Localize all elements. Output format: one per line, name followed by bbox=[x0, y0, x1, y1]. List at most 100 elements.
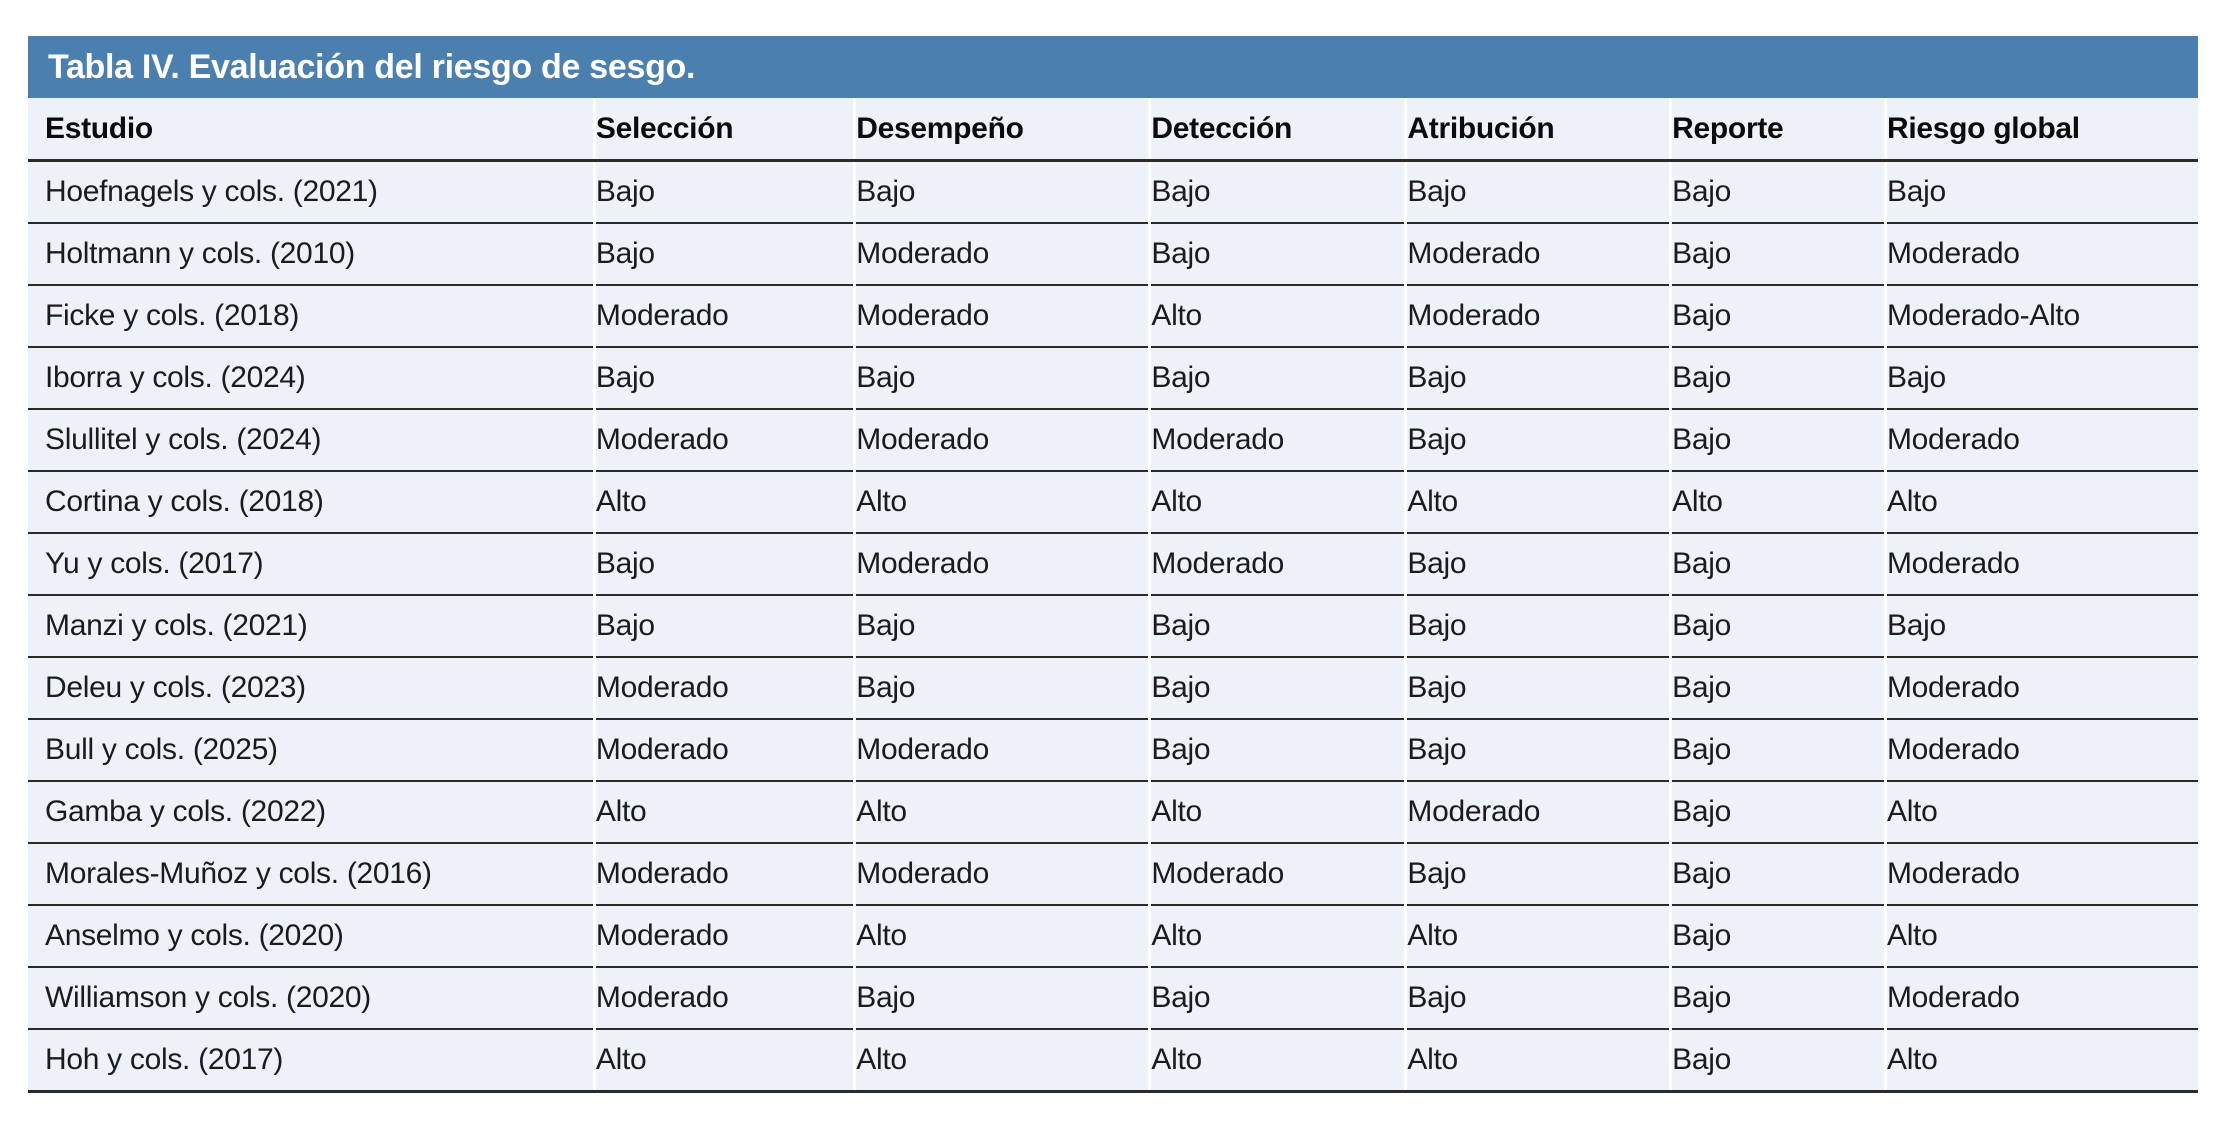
study-cell: Slullitel y cols. (2024) bbox=[28, 409, 595, 472]
rating-cell-riesgo-global: Moderado bbox=[1883, 967, 2198, 1030]
rating-cell-desempeno: Moderado bbox=[853, 533, 1150, 596]
table-row: Bull y cols. (2025) Moderado Moderado Bajo B… bbox=[28, 719, 2198, 782]
rating-cell-seleccion: Moderado bbox=[592, 409, 855, 472]
rating-cell-reporte: Bajo bbox=[1669, 967, 1886, 1030]
study-cell: Hoefnagels y cols. (2021) bbox=[28, 160, 595, 224]
table-title-bar: Tabla IV. Evaluación del riesgo de sesgo… bbox=[28, 36, 2198, 98]
table-row: Cortina y cols. (2018) Alto Alto Alto Alto Al… bbox=[28, 471, 2198, 534]
rating-cell-desempeno: Alto bbox=[853, 781, 1150, 844]
rating-cell-riesgo-global: Moderado bbox=[1883, 223, 2198, 286]
rating-cell-deteccion: Bajo bbox=[1148, 223, 1406, 286]
study-cell: Iborra y cols. (2024) bbox=[28, 347, 595, 410]
table-row: Ficke y cols. (2018) Moderado Moderado Alto… bbox=[28, 285, 2198, 348]
rating-cell-atribucion: Bajo bbox=[1404, 409, 1671, 472]
rating-cell-atribucion: Alto bbox=[1404, 905, 1671, 968]
rating-cell-reporte: Bajo bbox=[1669, 657, 1886, 720]
rating-cell-seleccion: Bajo bbox=[592, 223, 855, 286]
rating-cell-deteccion: Moderado bbox=[1148, 843, 1406, 906]
study-cell: Yu y cols. (2017) bbox=[28, 533, 595, 596]
study-cell: Hoh y cols. (2017) bbox=[28, 1029, 595, 1093]
table-row: Anselmo y cols. (2020) Moderado Alto Alto Al… bbox=[28, 905, 2198, 968]
rating-cell-seleccion: Bajo bbox=[592, 595, 855, 658]
rating-cell-deteccion: Moderado bbox=[1148, 533, 1406, 596]
rating-cell-desempeno: Moderado bbox=[853, 223, 1150, 286]
rating-cell-desempeno: Bajo bbox=[853, 595, 1150, 658]
rating-cell-reporte: Bajo bbox=[1669, 533, 1886, 596]
rating-cell-reporte: Bajo bbox=[1669, 781, 1886, 844]
rating-cell-seleccion: Moderado bbox=[592, 843, 855, 906]
rating-cell-reporte: Alto bbox=[1669, 471, 1886, 534]
rating-cell-reporte: Bajo bbox=[1669, 223, 1886, 286]
study-cell: Deleu y cols. (2023) bbox=[28, 657, 595, 720]
rating-cell-riesgo-global: Bajo bbox=[1883, 595, 2198, 658]
rating-cell-deteccion: Alto bbox=[1148, 905, 1406, 968]
rating-cell-reporte: Bajo bbox=[1669, 595, 1886, 658]
rating-cell-atribucion: Bajo bbox=[1404, 595, 1671, 658]
rating-cell-desempeno: Moderado bbox=[853, 409, 1150, 472]
table-row: Deleu y cols. (2023) Moderado Bajo Bajo Bajo… bbox=[28, 657, 2198, 720]
rating-cell-seleccion: Moderado bbox=[592, 719, 855, 782]
rating-cell-seleccion: Moderado bbox=[592, 285, 855, 348]
rating-cell-riesgo-global: Moderado bbox=[1883, 843, 2198, 906]
column-header-reporte: Reporte bbox=[1669, 98, 1886, 162]
table-row: Williamson y cols. (2020) Moderado Bajo Baj… bbox=[28, 967, 2198, 1030]
study-cell: Ficke y cols. (2018) bbox=[28, 285, 595, 348]
rating-cell-reporte: Bajo bbox=[1669, 160, 1886, 224]
table-row: Iborra y cols. (2024) Bajo Bajo Bajo Bajo Baj… bbox=[28, 347, 2198, 410]
rating-cell-seleccion: Alto bbox=[592, 781, 855, 844]
column-header-desempeno: Desempeño bbox=[853, 98, 1150, 162]
column-header-riesgo-global: Riesgo global bbox=[1883, 98, 2198, 162]
rating-cell-atribucion: Moderado bbox=[1404, 223, 1671, 286]
rating-cell-reporte: Bajo bbox=[1669, 285, 1886, 348]
rating-cell-riesgo-global: Moderado-Alto bbox=[1883, 285, 2198, 348]
rating-cell-atribucion: Bajo bbox=[1404, 657, 1671, 720]
rating-cell-desempeno: Bajo bbox=[853, 967, 1150, 1030]
column-header-estudio: Estudio bbox=[28, 98, 595, 162]
rating-cell-riesgo-global: Moderado bbox=[1883, 657, 2198, 720]
rating-cell-seleccion: Alto bbox=[592, 471, 855, 534]
study-cell: Cortina y cols. (2018) bbox=[28, 471, 595, 534]
study-cell: Anselmo y cols. (2020) bbox=[28, 905, 595, 968]
rating-cell-desempeno: Moderado bbox=[853, 285, 1150, 348]
rating-cell-riesgo-global: Bajo bbox=[1883, 160, 2198, 224]
rating-cell-seleccion: Bajo bbox=[592, 160, 855, 224]
rating-cell-riesgo-global: Moderado bbox=[1883, 533, 2198, 596]
rating-cell-riesgo-global: Alto bbox=[1883, 905, 2198, 968]
rating-cell-desempeno: Bajo bbox=[853, 347, 1150, 410]
rating-cell-riesgo-global: Bajo bbox=[1883, 347, 2198, 410]
risk-of-bias-table-card: Tabla IV. Evaluación del riesgo de sesgo… bbox=[28, 36, 2198, 1093]
rating-cell-reporte: Bajo bbox=[1669, 905, 1886, 968]
rating-cell-atribucion: Bajo bbox=[1404, 347, 1671, 410]
rating-cell-desempeno: Moderado bbox=[853, 719, 1150, 782]
table-row: Hoh y cols. (2017) Alto Alto Alto Alto Bajo Al… bbox=[28, 1029, 2198, 1093]
rating-cell-riesgo-global: Alto bbox=[1883, 1029, 2198, 1093]
rating-cell-deteccion: Alto bbox=[1148, 1029, 1406, 1093]
study-cell: Gamba y cols. (2022) bbox=[28, 781, 595, 844]
rating-cell-deteccion: Bajo bbox=[1148, 160, 1406, 224]
rating-cell-seleccion: Bajo bbox=[592, 533, 855, 596]
rating-cell-deteccion: Moderado bbox=[1148, 409, 1406, 472]
rating-cell-deteccion: Alto bbox=[1148, 285, 1406, 348]
rating-cell-atribucion: Alto bbox=[1404, 1029, 1671, 1093]
rating-cell-seleccion: Moderado bbox=[592, 905, 855, 968]
rating-cell-atribucion: Bajo bbox=[1404, 533, 1671, 596]
table-row: Yu y cols. (2017) Bajo Moderado Moderado Baj… bbox=[28, 533, 2198, 596]
rating-cell-deteccion: Bajo bbox=[1148, 719, 1406, 782]
table-row: Hoefnagels y cols. (2021) Bajo Bajo Bajo Baj… bbox=[28, 160, 2198, 224]
table-title: Tabla IV. Evaluación del riesgo de sesgo… bbox=[48, 47, 696, 86]
rating-cell-seleccion: Bajo bbox=[592, 347, 855, 410]
rating-cell-atribucion: Moderado bbox=[1404, 781, 1671, 844]
rating-cell-reporte: Bajo bbox=[1669, 719, 1886, 782]
rating-cell-atribucion: Bajo bbox=[1404, 967, 1671, 1030]
rating-cell-desempeno: Alto bbox=[853, 905, 1150, 968]
rating-cell-riesgo-global: Moderado bbox=[1883, 409, 2198, 472]
rating-cell-riesgo-global: Alto bbox=[1883, 471, 2198, 534]
rating-cell-deteccion: Bajo bbox=[1148, 657, 1406, 720]
rating-cell-desempeno: Bajo bbox=[853, 657, 1150, 720]
rating-cell-riesgo-global: Moderado bbox=[1883, 719, 2198, 782]
table-row: Morales-Muñoz y cols. (2016) Moderado Mode… bbox=[28, 843, 2198, 906]
rating-cell-reporte: Bajo bbox=[1669, 1029, 1886, 1093]
header-row: Estudio Selección Desempeño Detección Atribu… bbox=[28, 98, 2198, 162]
rating-cell-desempeno: Alto bbox=[853, 1029, 1150, 1093]
study-cell: Manzi y cols. (2021) bbox=[28, 595, 595, 658]
